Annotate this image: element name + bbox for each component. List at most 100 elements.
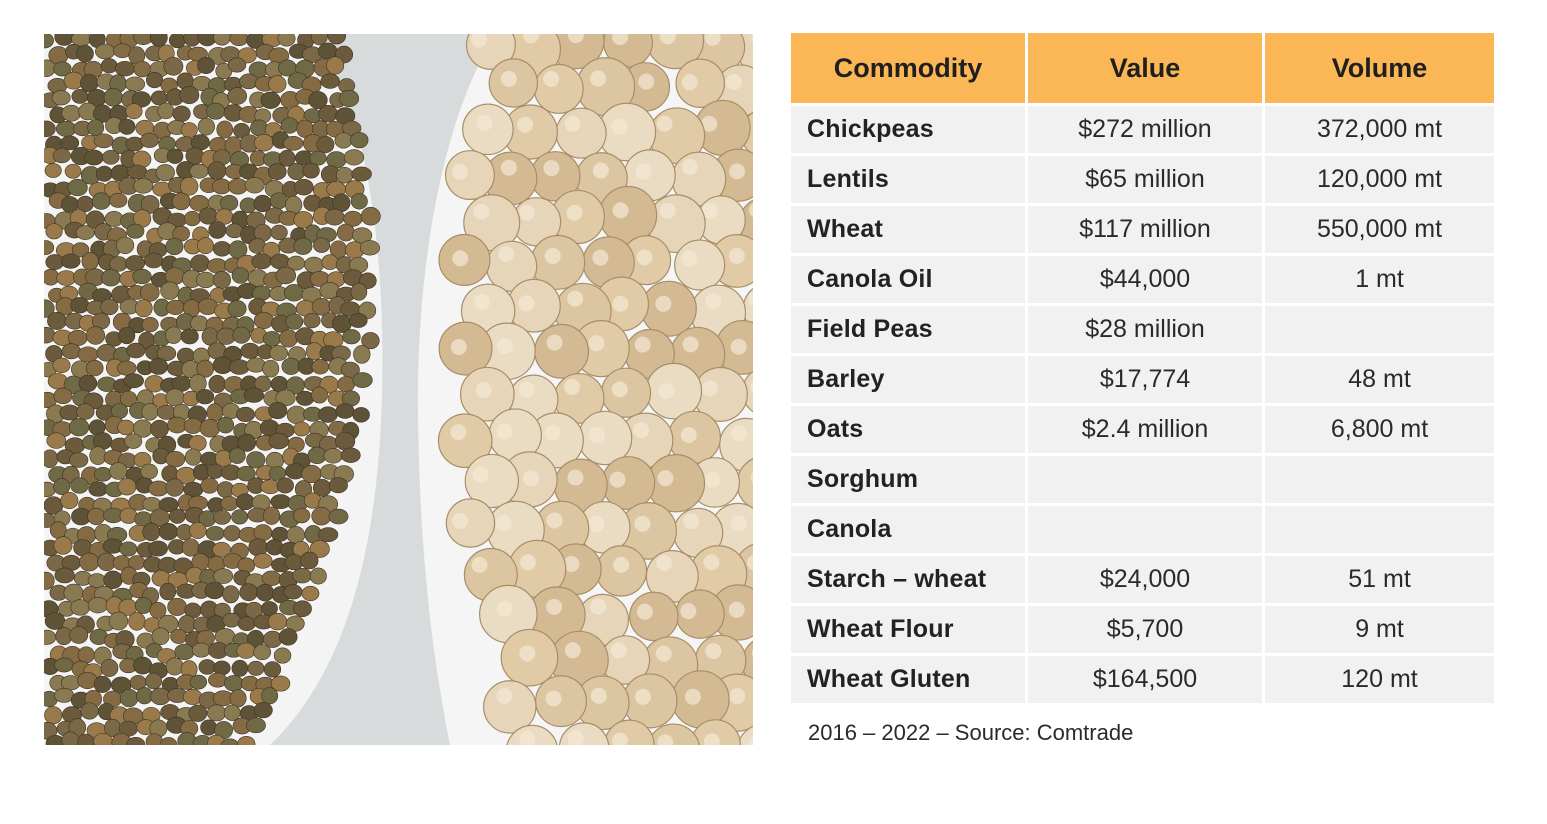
- lentil: [84, 149, 104, 166]
- lentil: [124, 433, 143, 449]
- chickpea-highlight: [500, 159, 517, 176]
- lentil: [240, 342, 260, 359]
- chickpea-highlight: [522, 34, 539, 44]
- lentil: [117, 360, 137, 376]
- lentil: [270, 375, 289, 393]
- volume-cell: 48 mt: [1265, 356, 1494, 403]
- chickpea-highlight: [564, 378, 581, 395]
- lentil: [227, 57, 247, 73]
- lentil: [206, 102, 226, 120]
- lentil: [156, 345, 177, 361]
- lentil: [228, 240, 248, 259]
- chickpea-highlight: [683, 513, 700, 530]
- lentil: [132, 268, 152, 285]
- lentil: [261, 570, 282, 586]
- chickpea-highlight: [636, 603, 653, 620]
- chickpea-highlight: [730, 515, 747, 532]
- lentil: [126, 223, 145, 239]
- lentil: [145, 672, 163, 690]
- lentil: [131, 91, 151, 108]
- lentil: [283, 584, 303, 600]
- lentil: [220, 194, 239, 212]
- chickpea: [601, 456, 656, 510]
- lentil: [163, 57, 184, 76]
- chickpea-highlight: [564, 642, 581, 659]
- lentil: [236, 466, 256, 482]
- chickpea-highlight: [517, 116, 534, 133]
- chickpea: [437, 413, 493, 469]
- chickpea-highlight: [564, 116, 581, 133]
- chickpea-highlight: [681, 74, 698, 91]
- lentil: [142, 522, 161, 542]
- lentil: [80, 702, 99, 720]
- lentil: [93, 466, 113, 482]
- lentil: [118, 326, 136, 345]
- chickpea-highlight: [701, 380, 718, 397]
- lentil: [109, 462, 128, 480]
- lentil: [268, 163, 287, 180]
- table-row: Wheat Flour $5,700 9 mt: [791, 606, 1494, 653]
- lentil: [190, 315, 209, 332]
- lentil: [158, 523, 179, 541]
- lentil: [227, 87, 248, 105]
- chickpea: [535, 675, 588, 728]
- lentil: [141, 403, 159, 421]
- volume-cell: 51 mt: [1265, 556, 1494, 603]
- commodity-cell: Canola Oil: [791, 256, 1025, 303]
- chickpea-highlight: [638, 73, 655, 90]
- chickpea-highlight: [751, 649, 753, 658]
- lentil: [236, 406, 255, 423]
- lentil: [231, 659, 249, 677]
- chickpea-highlight: [496, 423, 513, 440]
- lentil: [155, 164, 175, 182]
- lentil: [212, 270, 231, 289]
- lentil: [165, 326, 183, 344]
- commodity-cell: Barley: [791, 356, 1025, 403]
- lentil: [70, 599, 91, 616]
- chickpea-highlight: [682, 336, 699, 353]
- lentil: [237, 736, 256, 745]
- volume-cell: 6,800 mt: [1265, 406, 1494, 453]
- chickpea-highlight: [633, 422, 650, 439]
- lentil: [197, 56, 215, 75]
- lentil: [151, 627, 170, 646]
- lentil: [309, 567, 327, 585]
- chickpea-highlight: [450, 339, 467, 356]
- lentil: [197, 117, 215, 136]
- lentil: [353, 345, 371, 364]
- lentil: [61, 343, 81, 360]
- chickpea-highlight: [655, 645, 672, 662]
- lentil: [269, 192, 289, 210]
- lentil: [284, 554, 304, 571]
- chickpea-highlight: [476, 114, 493, 131]
- chickpea-highlight: [588, 426, 605, 443]
- lentil: [334, 132, 353, 149]
- lentil: [263, 506, 281, 525]
- lentil: [45, 223, 63, 240]
- lentil: [87, 507, 106, 526]
- chickpea-highlight: [546, 334, 563, 351]
- lentil: [276, 477, 294, 494]
- chickpea-highlight: [543, 70, 560, 87]
- chickpea-highlight: [452, 512, 469, 529]
- chickpea: [533, 63, 584, 114]
- lentil: [44, 612, 66, 630]
- lentil: [44, 120, 56, 137]
- header-commodity: Commodity: [791, 33, 1025, 103]
- volume-cell: [1265, 306, 1494, 353]
- chickpea-highlight: [543, 160, 560, 177]
- lentil: [239, 73, 259, 90]
- lentil: [71, 242, 90, 258]
- lentil: [262, 359, 280, 378]
- commodity-cell: Starch – wheat: [791, 556, 1025, 603]
- chickpea: [629, 591, 679, 642]
- chickpea-highlight: [656, 555, 673, 572]
- lentil: [348, 312, 368, 328]
- lentil: [157, 102, 175, 120]
- lentil: [159, 737, 178, 745]
- commodity-cell: Sorghum: [791, 456, 1025, 503]
- table-row: Canola Oil $44,000 1 mt: [791, 256, 1494, 303]
- lentil: [102, 150, 120, 165]
- value-cell: $117 million: [1028, 206, 1262, 253]
- lentil: [361, 332, 380, 350]
